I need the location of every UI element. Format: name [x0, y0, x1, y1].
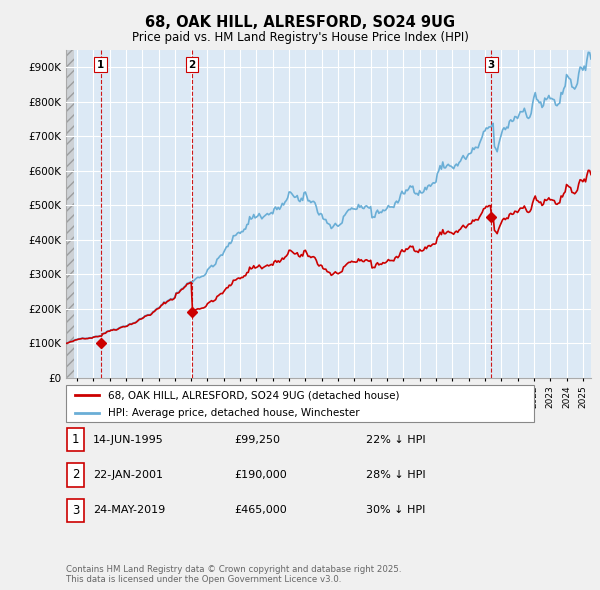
- Text: 1: 1: [72, 433, 79, 446]
- Text: 2: 2: [188, 60, 196, 70]
- Text: 3: 3: [488, 60, 495, 70]
- Text: 22-JAN-2001: 22-JAN-2001: [93, 470, 163, 480]
- Text: 68, OAK HILL, ALRESFORD, SO24 9UG (detached house): 68, OAK HILL, ALRESFORD, SO24 9UG (detac…: [108, 390, 400, 400]
- Text: 22% ↓ HPI: 22% ↓ HPI: [366, 435, 425, 444]
- Text: 1: 1: [97, 60, 104, 70]
- Text: 2: 2: [72, 468, 79, 481]
- Text: 68, OAK HILL, ALRESFORD, SO24 9UG: 68, OAK HILL, ALRESFORD, SO24 9UG: [145, 15, 455, 30]
- Text: 30% ↓ HPI: 30% ↓ HPI: [366, 506, 425, 515]
- Text: £99,250: £99,250: [234, 435, 280, 444]
- Text: £465,000: £465,000: [234, 506, 287, 515]
- FancyBboxPatch shape: [67, 428, 84, 451]
- Text: 28% ↓ HPI: 28% ↓ HPI: [366, 470, 425, 480]
- Text: 14-JUN-1995: 14-JUN-1995: [93, 435, 164, 444]
- Text: 3: 3: [72, 504, 79, 517]
- Text: HPI: Average price, detached house, Winchester: HPI: Average price, detached house, Winc…: [108, 408, 360, 418]
- FancyBboxPatch shape: [67, 499, 84, 522]
- FancyBboxPatch shape: [67, 463, 84, 487]
- Text: £190,000: £190,000: [234, 470, 287, 480]
- Text: Contains HM Land Registry data © Crown copyright and database right 2025.
This d: Contains HM Land Registry data © Crown c…: [66, 565, 401, 584]
- Bar: [66, 50, 74, 378]
- Text: 24-MAY-2019: 24-MAY-2019: [93, 506, 165, 515]
- Text: Price paid vs. HM Land Registry's House Price Index (HPI): Price paid vs. HM Land Registry's House …: [131, 31, 469, 44]
